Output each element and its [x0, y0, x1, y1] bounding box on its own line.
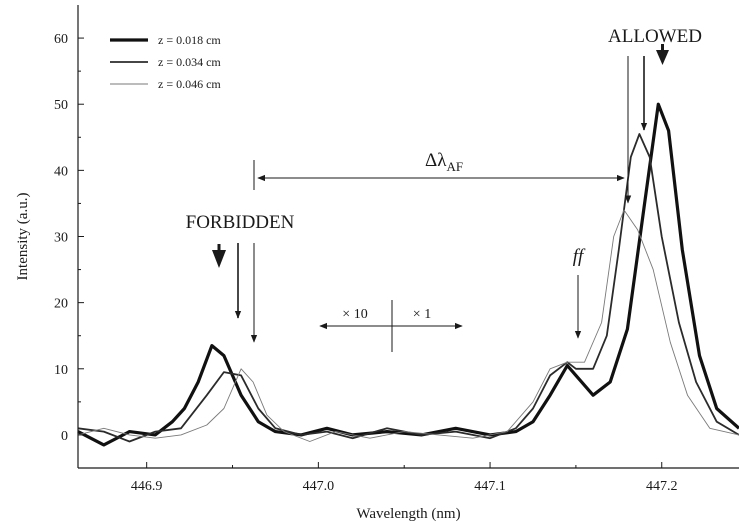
y-tick-label: 30 — [54, 231, 68, 246]
annotation-layer: ALLOWED FORBIDDEN ΔλAF ff × 10 × 1 — [186, 26, 702, 352]
x-tick-label: 446.9 — [131, 479, 163, 494]
x-tick-label: 447.2 — [646, 479, 678, 494]
series-line-2 — [77, 133, 739, 443]
annotation-allowed: ALLOWED — [608, 26, 702, 47]
annotation-delta-lambda: ΔλAF — [425, 150, 463, 174]
annotation-x1: × 1 — [413, 307, 431, 322]
legend-label: z = 0.046 cm — [158, 77, 221, 91]
x-tick-label: 447.1 — [474, 479, 506, 494]
legend: z = 0.018 cm z = 0.034 cm z = 0.046 cm — [110, 33, 221, 91]
y-tick-label: 50 — [54, 98, 68, 113]
forbidden-arrow-bold — [212, 250, 226, 268]
y-tick-label: 40 — [54, 164, 68, 179]
y-tick-label: 60 — [54, 32, 68, 47]
x-tick-label: 447.0 — [303, 479, 335, 494]
allowed-arrow-bold — [656, 50, 669, 65]
annotation-forbidden: FORBIDDEN — [186, 212, 295, 233]
series-layer — [77, 102, 739, 447]
axes-layer: 0 10 20 30 40 50 60 446.9 447.0 447.1 447.2 Wavelen… — [15, 5, 739, 522]
y-axis-title: Intensity (a.u.) — [15, 193, 31, 281]
legend-label: z = 0.034 cm — [158, 55, 221, 69]
annotation-ff: ff — [573, 246, 586, 267]
legend-label: z = 0.018 cm — [158, 33, 221, 47]
series-line-3 — [77, 209, 739, 442]
annotation-x10: × 10 — [342, 307, 367, 322]
series-line-1 — [77, 102, 739, 447]
y-tick-label: 20 — [54, 297, 68, 312]
y-tick-label: 0 — [61, 429, 68, 444]
x-axis-title: Wavelength (nm) — [356, 506, 460, 522]
y-tick-label: 10 — [54, 363, 68, 378]
